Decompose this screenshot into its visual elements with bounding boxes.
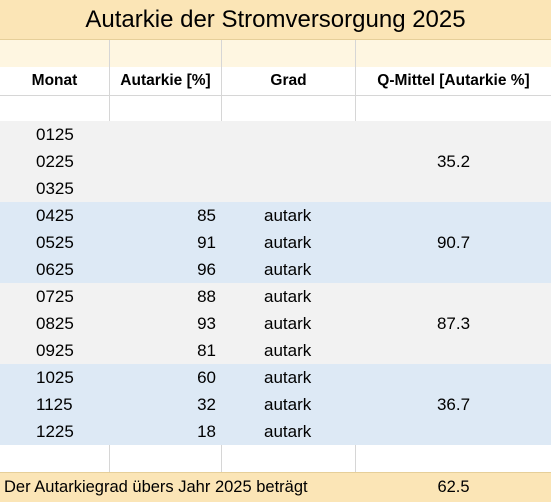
- grade-cell[interactable]: autark: [264, 340, 312, 360]
- divider: [0, 95, 551, 96]
- autarky-cell[interactable]: 32: [197, 394, 216, 414]
- quarter-mean-q4[interactable]: 36.7: [436, 394, 471, 414]
- grade-cell[interactable]: autark: [264, 259, 312, 279]
- grade-cell[interactable]: autark: [264, 286, 312, 306]
- table-row: 0825 93 autark: [0, 310, 551, 337]
- empty-cell[interactable]: [110, 40, 222, 67]
- autarky-cell[interactable]: 81: [197, 340, 216, 360]
- empty-cell[interactable]: [356, 40, 551, 67]
- quarter-mean-q2[interactable]: 90.7: [436, 232, 471, 252]
- table-row: 0725 88 autark: [0, 283, 551, 310]
- month-cell[interactable]: 1225: [36, 421, 74, 441]
- spacer-row-top: [0, 40, 551, 67]
- month-cell[interactable]: 1125: [36, 394, 73, 414]
- month-cell[interactable]: 0325: [36, 178, 74, 198]
- table-row: 0425 85 autark: [0, 202, 551, 229]
- autarky-cell[interactable]: 18: [197, 421, 216, 441]
- autarky-cell[interactable]: [110, 148, 222, 175]
- month-cell[interactable]: 0925: [36, 340, 74, 360]
- blank-row-bottom: [0, 445, 551, 472]
- autarky-cell[interactable]: [110, 175, 222, 202]
- empty-cell[interactable]: [222, 40, 356, 67]
- grade-cell[interactable]: autark: [264, 367, 312, 387]
- table-row: 0525 91 autark: [0, 229, 551, 256]
- grade-cell[interactable]: autark: [264, 421, 312, 441]
- header-autarky[interactable]: Autarkie [%]: [110, 67, 222, 95]
- table-row: 1025 60 autark: [0, 364, 551, 391]
- table-row: 0125: [0, 121, 551, 148]
- table-row: 0625 96 autark: [0, 256, 551, 283]
- empty-cell[interactable]: [222, 96, 356, 121]
- empty-cell[interactable]: [0, 40, 110, 67]
- grade-cell[interactable]: autark: [264, 205, 312, 225]
- empty-cell[interactable]: [356, 96, 551, 121]
- month-cell[interactable]: 0425: [36, 205, 74, 225]
- grade-cell[interactable]: [222, 148, 356, 175]
- footer-row: Der Autarkiegrad übers Jahr 2025 beträgt…: [0, 472, 551, 502]
- autarky-cell[interactable]: 88: [197, 286, 216, 306]
- table-row: 0925 81 autark: [0, 337, 551, 364]
- month-cell[interactable]: 0625: [36, 259, 74, 279]
- title-row: Autarkie der Stromversorgung 2025: [0, 0, 551, 40]
- autarky-cell[interactable]: 60: [197, 367, 216, 387]
- month-cell[interactable]: 0225: [36, 151, 74, 171]
- autarky-cell[interactable]: [110, 121, 222, 148]
- month-cell[interactable]: 1025: [36, 367, 74, 387]
- autarky-cell[interactable]: 91: [197, 232, 216, 252]
- grade-cell[interactable]: [222, 175, 356, 202]
- table-row: 0325: [0, 175, 551, 202]
- grade-cell[interactable]: [222, 121, 356, 148]
- header-quarter-mean[interactable]: Q-Mittel [Autarkie %]: [377, 72, 530, 89]
- quarter-mean-q1[interactable]: 35.2: [436, 151, 471, 171]
- autarky-cell[interactable]: 85: [197, 205, 216, 225]
- month-cell[interactable]: 0525: [36, 232, 74, 252]
- empty-cell[interactable]: [356, 445, 551, 472]
- header-month[interactable]: Monat: [0, 67, 110, 95]
- blank-row: [0, 96, 551, 121]
- grade-cell[interactable]: autark: [264, 313, 312, 333]
- month-cell[interactable]: 0825: [36, 313, 74, 333]
- empty-cell[interactable]: [110, 96, 222, 121]
- table-row: 0225: [0, 148, 551, 175]
- sheet-title[interactable]: Autarkie der Stromversorgung 2025: [85, 5, 466, 33]
- autarky-cell[interactable]: 93: [197, 313, 216, 333]
- empty-cell[interactable]: [0, 445, 110, 472]
- grade-cell[interactable]: autark: [264, 232, 312, 252]
- grade-cell[interactable]: autark: [264, 394, 312, 414]
- month-cell[interactable]: 0725: [36, 286, 74, 306]
- autarky-cell[interactable]: 96: [197, 259, 216, 279]
- quarter-mean-q3[interactable]: 87.3: [436, 313, 471, 333]
- empty-cell[interactable]: [0, 96, 110, 121]
- header-row: Monat Autarkie [%] Grad Q-Mittel [Autark…: [0, 67, 551, 95]
- annual-autarky-value[interactable]: 62.5: [437, 478, 470, 496]
- annual-autarky-label[interactable]: Der Autarkiegrad übers Jahr 2025 beträgt: [4, 478, 308, 496]
- month-cell[interactable]: 0125: [36, 124, 74, 144]
- table-row: 1225 18 autark: [0, 418, 551, 445]
- empty-cell[interactable]: [222, 445, 356, 472]
- empty-cell[interactable]: [110, 445, 222, 472]
- table-row: 1125 32 autark: [0, 391, 551, 418]
- header-grade[interactable]: Grad: [222, 67, 356, 95]
